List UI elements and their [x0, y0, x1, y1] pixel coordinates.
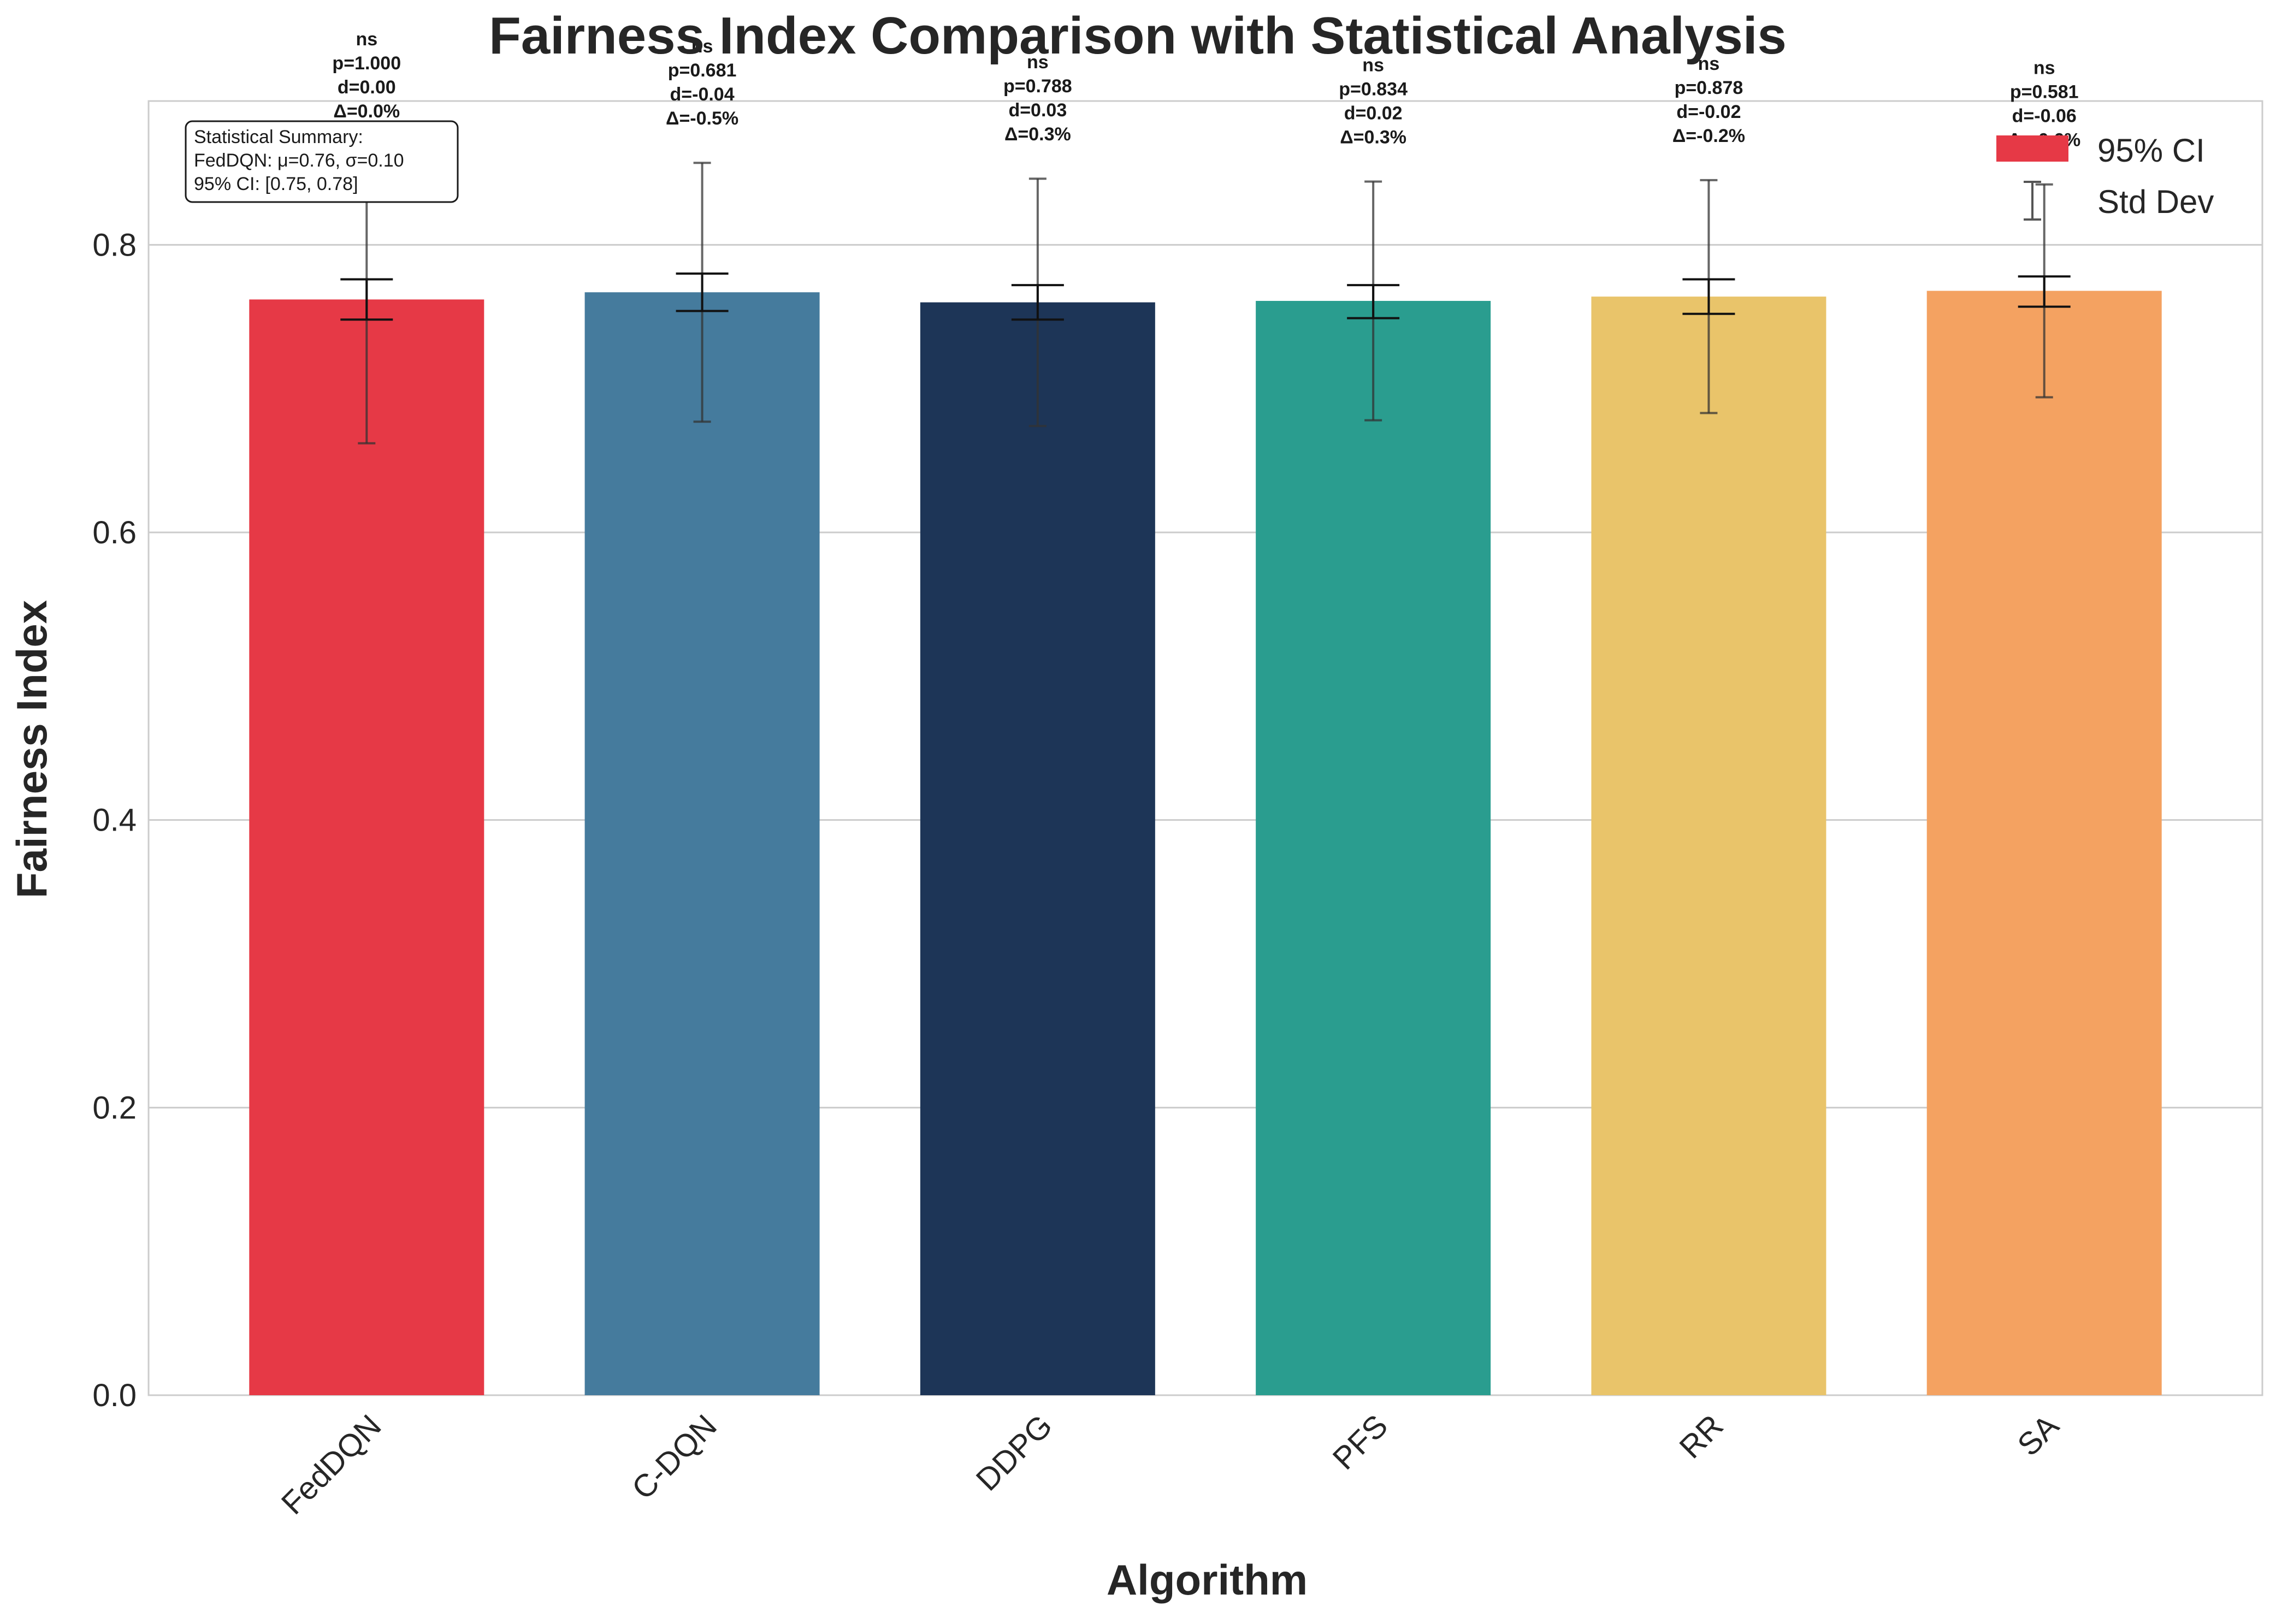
ci95-errorbar [1011, 284, 1064, 321]
summary-heading: Statistical Summary: [194, 127, 363, 147]
bars [249, 291, 2162, 1396]
annotation-p: p=0.581 [2010, 82, 2079, 103]
y-axis-label: Fairness Index [8, 600, 56, 898]
chart-title: Fairness Index Comparison with Statistic… [489, 7, 1787, 65]
annotation-delta: Δ=0.0% [333, 101, 400, 122]
annotation-d: d=0.00 [338, 77, 396, 98]
bar-c-dqn [584, 292, 820, 1395]
ci95-errorbar [1347, 284, 1400, 319]
annotation-delta: Δ=0.3% [1340, 127, 1406, 147]
summary-line-2: 95% CI: [0.75, 0.78] [194, 174, 358, 194]
annotation-sig: ns [1362, 55, 1384, 75]
legend-errorbar-swatch [2024, 181, 2041, 221]
annotation-p: p=0.834 [1339, 79, 1408, 99]
legend-stddev-label: Std Dev [2097, 183, 2214, 220]
annotation-sig: ns [1027, 52, 1049, 73]
y-tick-label: 0.8 [92, 227, 137, 263]
y-tick-label: 0.6 [92, 515, 137, 550]
annotation-p: p=0.788 [1003, 76, 1072, 97]
plot-frame [147, 100, 2263, 1396]
annotation-sig: ns [691, 36, 713, 57]
annotation-p: p=0.681 [668, 60, 737, 81]
legend: 95% CI Std Dev [1996, 132, 2214, 221]
summary-box-frame [185, 120, 459, 203]
bar-rr [1591, 297, 1826, 1396]
bar-sa [1926, 291, 2162, 1395]
ci95-errorbar [2018, 275, 2071, 308]
y-tick-label: 0.4 [92, 803, 137, 838]
ci95-errorbar [676, 272, 729, 312]
y-tick-label: 0.2 [92, 1090, 137, 1125]
annotation-p: p=1.000 [332, 53, 401, 74]
annotation-d: d=-0.06 [2012, 106, 2077, 127]
significance-annotations: ns p=1.000 d=0.00 Δ=0.0% ns p=0.681 d=-0.04 Δ=-… [332, 29, 2080, 151]
annotation-p: p=0.878 [1675, 78, 1743, 98]
bar-pfs [1256, 301, 1491, 1395]
annotation-d: d=0.03 [1008, 100, 1067, 121]
y-tick-labels: 0.0 0.2 0.4 0.6 0.8 [92, 227, 137, 1413]
annotation-d: d=-0.04 [670, 84, 735, 105]
annotation-sig: ns [356, 29, 377, 50]
annotation-sig: ns [2033, 58, 2055, 79]
annotation-d: d=-0.02 [1676, 102, 1741, 122]
annotation-delta: Δ=-0.5% [666, 108, 738, 129]
bar-ddpg [920, 302, 1155, 1395]
ci95-errorbar [340, 278, 393, 321]
legend-ci-label: 95% CI [2097, 132, 2205, 169]
legend-ci-swatch [1996, 135, 2068, 162]
annotation-delta: Δ=-0.2% [1672, 126, 1745, 146]
annotation-sig: ns [1698, 54, 1720, 74]
bar-feddqn [249, 299, 484, 1395]
summary-line-1: FedDQN: μ=0.76, σ=0.10 [194, 150, 404, 171]
annotation-d: d=0.02 [1344, 103, 1403, 123]
error-bars [340, 155, 2071, 444]
annotation-delta: Δ=0.3% [1004, 124, 1071, 145]
statistical-summary-box: Statistical Summary: FedDQN: μ=0.76, σ=0… [185, 120, 459, 203]
y-tick-label: 0.0 [92, 1378, 137, 1413]
ci95-errorbar [1682, 278, 1735, 315]
x-axis-label: Algorithm [1107, 1556, 1308, 1604]
